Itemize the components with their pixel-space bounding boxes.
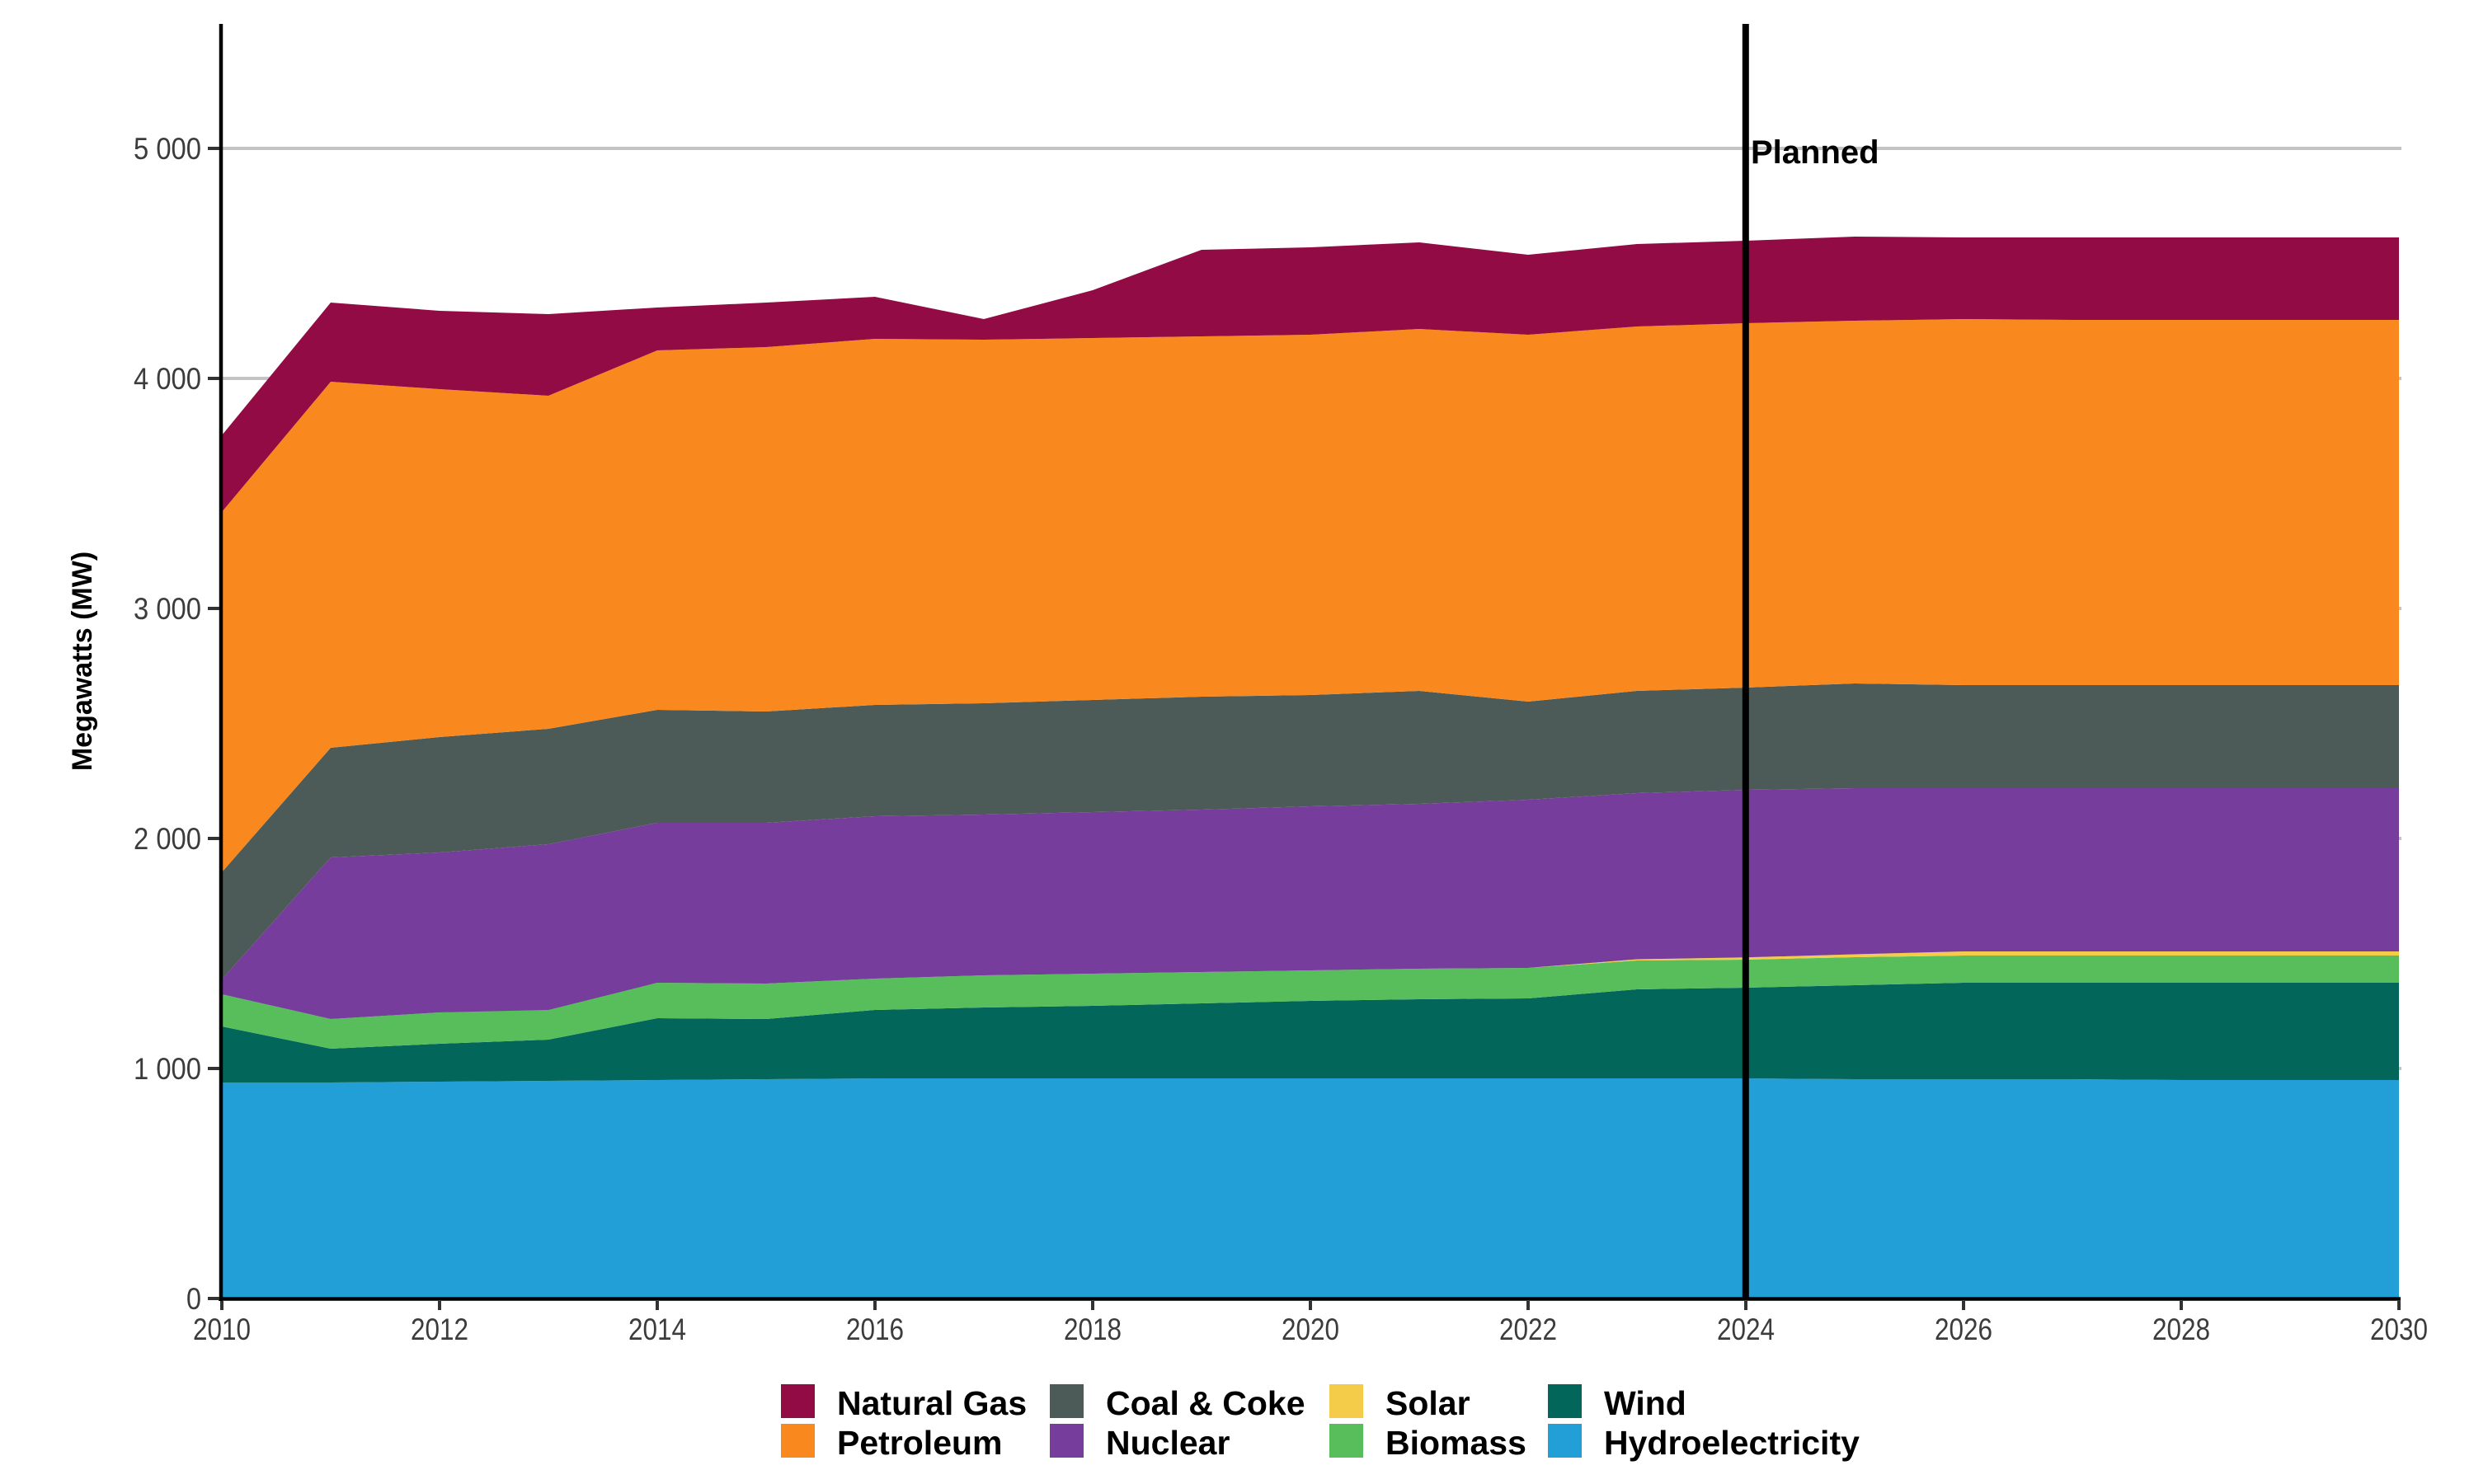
svg-text:0: 0 <box>186 1282 201 1316</box>
svg-text:1 000: 1 000 <box>134 1052 201 1086</box>
svg-text:2024: 2024 <box>1717 1313 1775 1346</box>
svg-text:Wind: Wind <box>1604 1384 1686 1422</box>
svg-text:2 000: 2 000 <box>134 822 201 856</box>
svg-text:2020: 2020 <box>1282 1313 1339 1346</box>
svg-text:2018: 2018 <box>1064 1313 1122 1346</box>
svg-text:Planned: Planned <box>1751 134 1879 171</box>
svg-text:2022: 2022 <box>1499 1313 1557 1346</box>
svg-text:4 000: 4 000 <box>134 362 201 396</box>
svg-text:3 000: 3 000 <box>134 592 201 626</box>
svg-text:Solar: Solar <box>1385 1384 1470 1422</box>
svg-text:Hydroelectricity: Hydroelectricity <box>1604 1424 1860 1462</box>
svg-text:Coal & Coke: Coal & Coke <box>1106 1384 1305 1422</box>
svg-text:5 000: 5 000 <box>134 132 201 166</box>
svg-text:2026: 2026 <box>1935 1313 1992 1346</box>
svg-text:Biomass: Biomass <box>1385 1424 1526 1462</box>
svg-text:Nuclear: Nuclear <box>1106 1424 1230 1462</box>
svg-text:Petroleum: Petroleum <box>837 1424 1003 1462</box>
svg-text:2010: 2010 <box>193 1313 251 1346</box>
svg-text:2012: 2012 <box>411 1313 468 1346</box>
svg-text:2016: 2016 <box>846 1313 904 1346</box>
svg-text:Natural Gas: Natural Gas <box>837 1384 1027 1422</box>
svg-text:2014: 2014 <box>628 1313 686 1346</box>
svg-text:2028: 2028 <box>2152 1313 2210 1346</box>
svg-text:Megawatts (MW): Megawatts (MW) <box>67 552 98 771</box>
svg-text:2030: 2030 <box>2370 1313 2428 1346</box>
